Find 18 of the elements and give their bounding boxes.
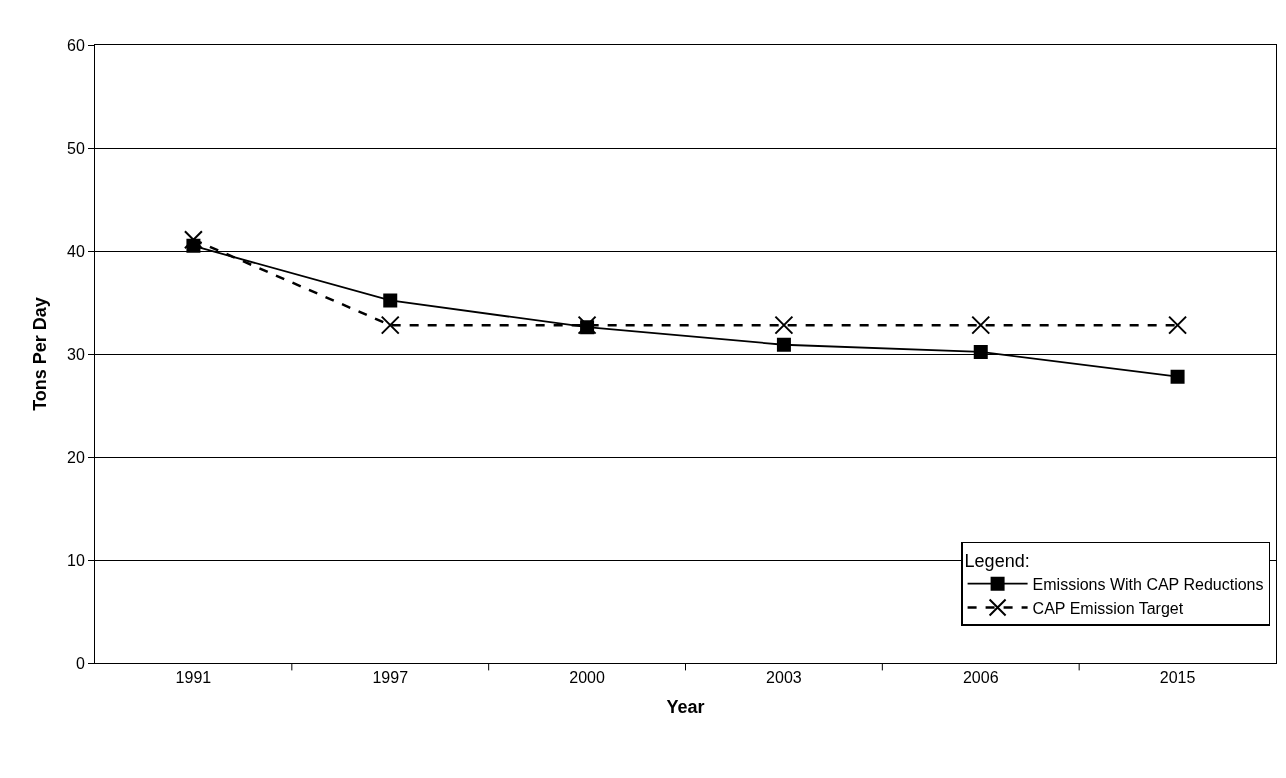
x-axis-title: Year xyxy=(666,697,705,718)
legend-title: Legend: xyxy=(964,550,1030,571)
x-tick-label: 2003 xyxy=(766,669,802,687)
y-tick-label: 10 xyxy=(67,551,85,569)
y-tick-label: 40 xyxy=(67,242,85,260)
x-tick-label: 2006 xyxy=(962,669,999,687)
y-tick-label: 20 xyxy=(67,448,85,466)
x-tick-label: 1997 xyxy=(372,669,409,687)
legend-label: CAP Emission Target xyxy=(1032,599,1184,617)
y-axis-title: Tons Per Day xyxy=(30,297,51,411)
y-tick-label: 30 xyxy=(67,345,85,363)
legend-label: Emissions With CAP Reductions xyxy=(1032,575,1264,593)
y-tick-label: 0 xyxy=(75,654,85,672)
y-tick-label: 60 xyxy=(67,36,85,54)
x-tick-label: 2015 xyxy=(1159,669,1196,687)
x-tick-label: 1991 xyxy=(175,669,212,687)
y-tick-label: 50 xyxy=(67,139,85,157)
x-tick-label: 2000 xyxy=(569,669,605,687)
